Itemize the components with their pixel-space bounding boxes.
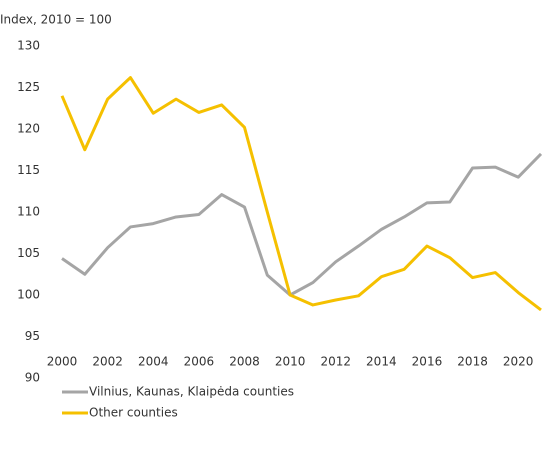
x-tick-label: 2000 [47, 355, 78, 369]
x-tick-label: 2010 [275, 355, 306, 369]
x-tick-label: 2012 [320, 355, 351, 369]
x-tick-label: 2018 [457, 355, 488, 369]
series-line [61, 152, 542, 297]
y-tick-label: 110 [17, 205, 40, 219]
x-tick-label: 2020 [503, 355, 534, 369]
x-tick-label: 2004 [138, 355, 169, 369]
y-axis-label: Index, 2010 = 100 [0, 13, 112, 27]
y-tick-label: 130 [17, 39, 40, 53]
x-tick-label: 2014 [366, 355, 397, 369]
y-tick-label: 100 [17, 288, 40, 302]
x-tick-label: 2006 [184, 355, 215, 369]
y-tick-label: 90 [25, 371, 40, 385]
x-tick-label: 2016 [412, 355, 443, 369]
legend-label: Other counties [89, 406, 178, 420]
y-tick-label: 120 [17, 122, 40, 136]
legend-label: Vilnius, Kaunas, Klaipėda counties [89, 385, 294, 399]
y-tick-label: 95 [25, 329, 40, 343]
x-tick-label: 2002 [92, 355, 123, 369]
y-tick-label: 115 [17, 163, 40, 177]
y-tick-label: 125 [17, 80, 40, 94]
x-tick-label: 2008 [229, 355, 260, 369]
series-line [60, 76, 542, 312]
y-tick-label: 105 [17, 246, 40, 260]
